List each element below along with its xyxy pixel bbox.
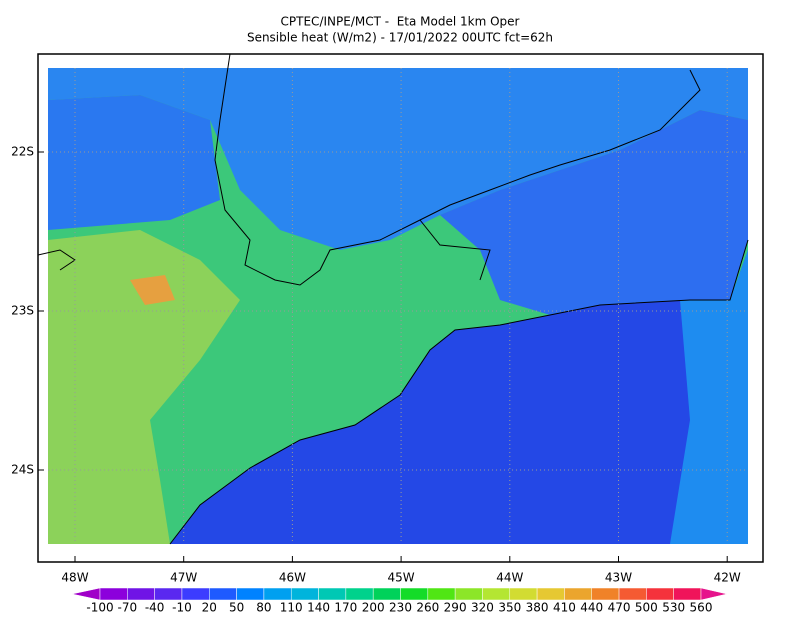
colorbar-label: 290 [444,601,467,615]
coastline [169,239,749,545]
colorbar-swatch [646,587,674,601]
lat-label: 22S [11,145,34,159]
colorbar-swatch [673,587,702,601]
ocean [170,250,748,544]
map-area [37,53,764,563]
colorbar-label: 530 [662,601,685,615]
land-warm [48,230,240,544]
state-border-west [37,249,76,271]
colorbar-swatch [372,587,401,601]
colorbar-arrow-left [71,587,101,601]
colorbar-label: 260 [416,601,439,615]
colorbar-label: 200 [362,601,385,615]
colorbar-label: 440 [580,601,603,615]
colorbar-swatch [345,587,374,601]
colorbar-label: 500 [635,601,658,615]
lon-label: 48W [61,571,88,585]
colorbar: -100 -70 -40 -10 20 50 80 110 140 170 200 230 260 290… [71,587,728,615]
colorbar-swatch [564,587,592,601]
lon-label: 43W [605,571,632,585]
colorbar-label: 170 [334,601,357,615]
colorbar-swatch [236,587,265,601]
colorbar-label: 80 [256,601,271,615]
land-cool-north [48,68,748,250]
colorbar-swatch [99,587,128,601]
land-hot [130,275,175,305]
colorbar-swatch [454,587,483,601]
colorbar-label: 560 [690,601,713,615]
colorbar-swatch [400,587,429,601]
colorbar-label: 470 [608,601,631,615]
colorbar-swatch [209,587,237,601]
colorbar-label: 380 [526,601,549,615]
lon-label: 46W [279,571,306,585]
colorbar-swatch [591,587,620,601]
lon-label: 42W [714,571,741,585]
title-line-1: CPTEC/INPE/MCT - Eta Model 1km Oper [281,15,520,29]
colorbar-label: 110 [280,601,303,615]
land-cool-west [48,95,220,230]
colorbar-label: 20 [202,601,217,615]
colorbar-label: -40 [145,601,165,615]
colorbar-swatch [618,587,647,601]
state-border [214,53,701,286]
colorbar-label: 140 [307,601,330,615]
lat-label: 23S [11,304,34,318]
colorbar-label: 410 [553,601,576,615]
land-cool-east [440,110,748,315]
colorbar-label: 50 [229,601,244,615]
graticule [38,68,748,562]
colorbar-label: -10 [172,601,192,615]
colorbar-label: -100 [86,601,113,615]
state-border-rj [419,219,491,281]
colorbar-swatch [290,587,319,601]
lat-label: 24S [11,463,34,477]
lon-label: 47W [170,571,197,585]
colorbar-swatch [181,587,210,601]
colorbar-swatch [536,587,565,601]
colorbar-swatch [482,587,511,601]
colorbar-label: 320 [471,601,494,615]
colorbar-label: -70 [118,601,138,615]
colorbar-swatch [263,587,292,601]
colorbar-swatch [318,587,347,601]
colorbar-label: 230 [389,601,412,615]
colorbar-swatch [127,587,155,601]
colorbar-arrow-right [700,587,728,601]
lon-label: 44W [496,571,523,585]
colorbar-label: 350 [498,601,521,615]
colorbar-swatch [427,587,456,601]
colorbar-swatch [154,587,183,601]
title-line-2: Sensible heat (W/m2) - 17/01/2022 00UTC … [247,31,553,45]
colorbar-swatch [509,587,538,601]
lon-label: 45W [388,571,415,585]
